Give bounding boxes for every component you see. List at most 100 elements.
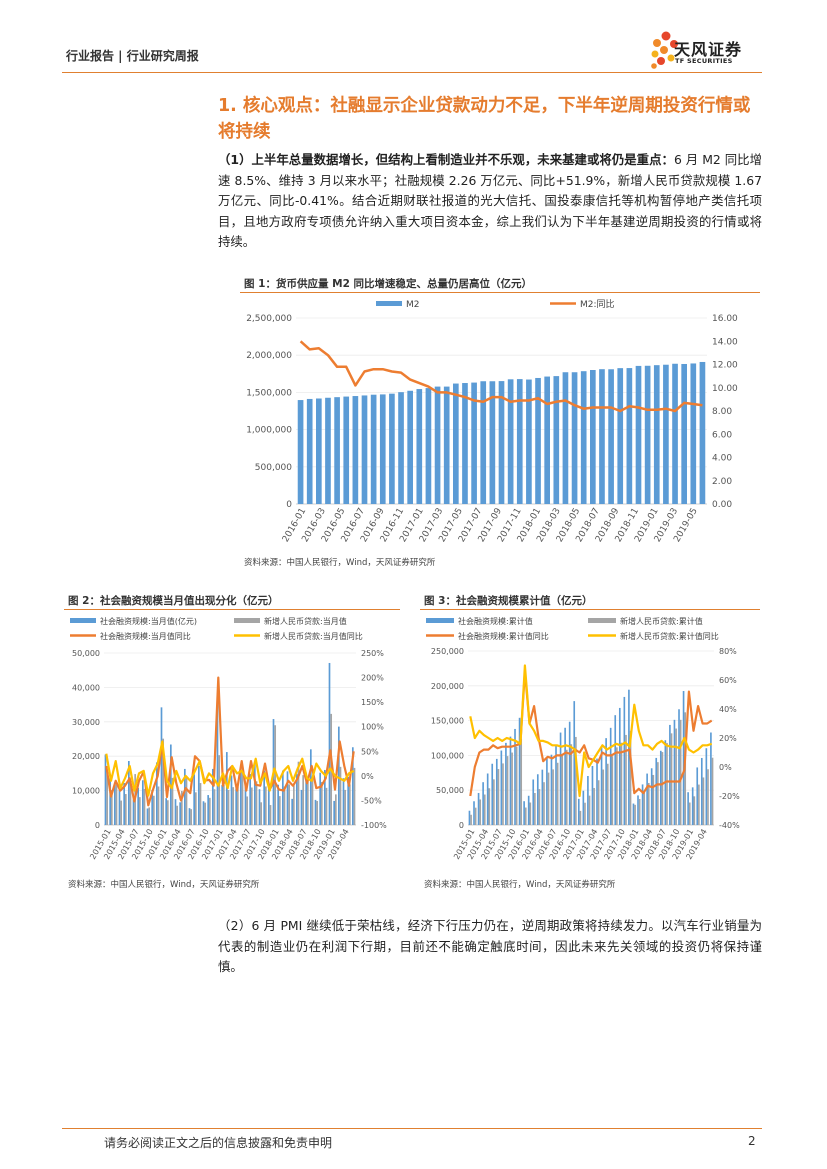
bar-series-2 xyxy=(218,755,221,825)
bar-series-1 xyxy=(546,758,548,825)
legend-swatch-bar xyxy=(234,618,260,623)
bar-series-1 xyxy=(155,762,158,825)
bar-m2 xyxy=(544,376,550,504)
bar-series-1 xyxy=(646,773,648,825)
bar-m2 xyxy=(389,393,395,504)
bar-series-2 xyxy=(311,777,314,825)
bar-m2 xyxy=(325,397,331,504)
bar-series-2 xyxy=(344,789,347,825)
bar-series-2 xyxy=(584,802,586,825)
legend-label: 社会融资规模:累计值同比 xyxy=(458,631,549,641)
bar-series-1 xyxy=(614,715,617,825)
bar-m2 xyxy=(672,363,678,504)
bar-series-2 xyxy=(515,746,518,825)
y-right-tick-label: 8.00 xyxy=(712,407,732,417)
bar-series-2 xyxy=(302,775,305,825)
bar-series-1 xyxy=(618,707,621,825)
bar-series-1 xyxy=(314,799,317,825)
y-right-tick-label: 14.00 xyxy=(712,337,738,347)
bar-series-2 xyxy=(529,802,532,825)
bar-series-1 xyxy=(609,727,612,825)
bar-m2 xyxy=(635,365,642,504)
bar-series-2 xyxy=(129,780,132,825)
bar-series-1 xyxy=(165,798,167,825)
bar-series-1 xyxy=(333,800,335,825)
bar-series-1 xyxy=(541,769,544,825)
bar-series-1 xyxy=(183,768,186,825)
logo-chinese-name: 天风证券 xyxy=(674,40,743,59)
bar-series-1 xyxy=(104,754,107,825)
bar-series-2 xyxy=(702,777,705,825)
bar-series-1 xyxy=(568,721,571,825)
bar-m2 xyxy=(553,376,560,504)
bar-series-1 xyxy=(221,785,223,825)
figure-3-chart: 0 50,000 100,000 150,000 200,000 250,000 -40% -… xyxy=(426,616,740,861)
y-left-tick-label: 0 xyxy=(286,500,292,510)
bar-series-2 xyxy=(125,794,127,825)
bar-series-1 xyxy=(623,696,626,825)
bar-series-1 xyxy=(673,719,676,825)
legend-label: 新增人民币贷款:累计值同比 xyxy=(620,631,719,641)
y-right-tick-label: 50% xyxy=(361,747,379,756)
bar-series-2 xyxy=(321,782,323,825)
bar-series-2 xyxy=(227,789,230,825)
tf-securities-logo xyxy=(650,28,765,74)
bar-series-1 xyxy=(216,695,219,825)
bar-series-2 xyxy=(670,733,673,825)
bar-m2 xyxy=(398,392,404,504)
bar-series-1 xyxy=(258,789,261,825)
bar-series-1 xyxy=(573,701,576,825)
bar-series-1 xyxy=(295,773,298,825)
bar-series-2 xyxy=(643,791,646,825)
bar-m2 xyxy=(316,398,322,504)
bar-series-1 xyxy=(582,790,585,825)
bar-series-1 xyxy=(277,784,279,825)
bar-series-1 xyxy=(527,795,530,825)
bar-series-2 xyxy=(307,779,309,825)
bar-m2 xyxy=(443,386,450,504)
bar-series-2 xyxy=(204,802,207,825)
bar-series-2 xyxy=(611,756,614,825)
bar-series-1 xyxy=(682,691,685,825)
y-right-tick-label: 80% xyxy=(719,647,737,656)
y-right-tick-label: 40% xyxy=(719,705,737,714)
bar-series-2 xyxy=(502,763,504,825)
legend-label: 社会融资规模:当月值(亿元) xyxy=(100,616,197,626)
bar-series-2 xyxy=(616,747,618,825)
bar-series-2 xyxy=(199,783,202,825)
y-left-tick-label: 500,000 xyxy=(255,463,292,473)
bar-series-2 xyxy=(260,802,263,825)
series-line-2 xyxy=(469,664,713,798)
bar-series-1 xyxy=(523,801,525,825)
bar-series-1 xyxy=(249,774,251,825)
figure-1-source: 资料来源：中国人民银行，Wind，天风证券研究所 xyxy=(244,558,436,568)
figure-3-title-divider xyxy=(420,609,760,610)
bar-series-2 xyxy=(561,754,564,825)
bar-m2 xyxy=(489,381,496,504)
bar-m2 xyxy=(425,388,432,504)
bar-m2 xyxy=(590,370,596,504)
bar-series-2 xyxy=(255,781,258,825)
bar-series-2 xyxy=(115,784,118,825)
flower-logo-icon xyxy=(651,31,678,69)
legend-label: M2:同比 xyxy=(580,298,615,310)
page-number: 2 xyxy=(748,1134,756,1148)
y-left-tick-label: 2,500,000 xyxy=(246,314,292,324)
bar-m2 xyxy=(361,395,368,504)
bar-series-2 xyxy=(652,774,655,825)
bar-series-2 xyxy=(325,787,328,825)
figure-1-title: 图 1：货币供应量 M2 同比增速稳定、总量仍居高位（亿元） xyxy=(244,278,533,290)
bar-series-2 xyxy=(520,738,523,825)
bar-series-1 xyxy=(678,709,680,825)
bar-series-1 xyxy=(628,689,630,825)
bar-series-1 xyxy=(495,758,498,825)
bar-series-2 xyxy=(629,730,632,825)
figure-2-source: 资料来源：中国人民银行，Wind，天风证券研究所 xyxy=(68,880,260,890)
bar-series-1 xyxy=(559,732,562,825)
bar-series-1 xyxy=(696,767,699,825)
bar-m2 xyxy=(416,389,423,504)
bar-series-1 xyxy=(710,732,712,825)
bar-m2 xyxy=(663,364,669,504)
bar-series-2 xyxy=(265,786,267,825)
bar-series-1 xyxy=(235,788,237,825)
